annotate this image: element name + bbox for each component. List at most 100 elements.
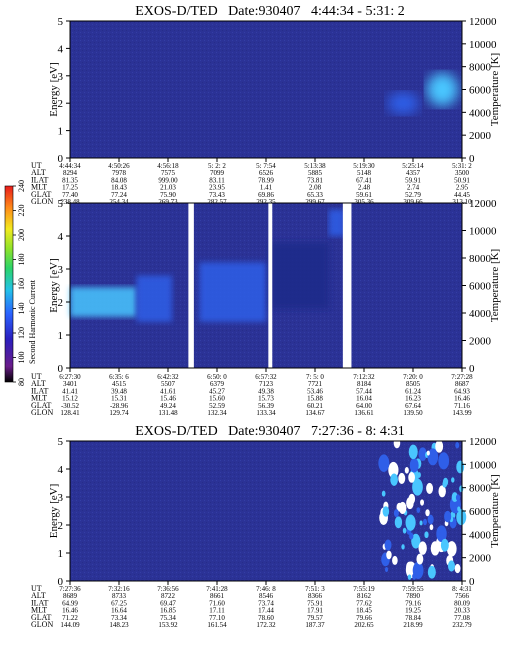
ephemeris-value: 69.47 [160, 599, 176, 607]
ephemeris-value: 77.08 [454, 614, 470, 622]
y-tick-label: 4 [58, 231, 64, 243]
colorbar: 240 220 200 180 160 140 120 100 80 Second Harmon… [4, 180, 37, 386]
intensity-patch [416, 507, 421, 514]
y2-tick-label: 10000 [469, 459, 497, 471]
ephemeris-value: 6:35: 6 [109, 373, 129, 381]
ephemeris-value: 6379 [210, 380, 225, 388]
y2-tick-label: 4000 [469, 529, 492, 541]
y2-tick-label: 4000 [469, 107, 492, 119]
ephemeris-value: 131.48 [158, 409, 178, 417]
energy-blob [426, 73, 459, 106]
intensity-patch [386, 550, 392, 560]
ephemeris-value: 5: 2: 2 [208, 162, 226, 170]
intensity-patch [381, 490, 386, 497]
ephemeris-value: 309.66 [403, 198, 423, 206]
colorbar-label: Second Harmonic Current [28, 279, 37, 364]
ephemeris-value: 7:59:55 [402, 585, 424, 593]
ephemeris-value: 69.86 [258, 191, 274, 199]
y2-tick-label: 10000 [469, 226, 497, 238]
ephemeris-value: 3500 [455, 169, 470, 177]
intensity-patch [423, 518, 427, 526]
y2-axis-label: Temperature [K] [489, 474, 501, 547]
intensity-patch [416, 553, 424, 565]
energy-band [328, 209, 345, 236]
ephemeris-value: -28.96 [110, 402, 129, 410]
ephemeris-value: 6526 [259, 169, 274, 177]
ephemeris-value: 4:44:34 [59, 162, 81, 170]
ephemeris-value: 7: 5: 0 [306, 373, 324, 381]
ephemeris-value: 218.99 [403, 621, 423, 629]
ephemeris-value: 73.74 [258, 599, 274, 607]
y-tick-label: 4 [58, 43, 64, 55]
intensity-patch [405, 514, 416, 531]
ephemeris-value: 5885 [308, 169, 323, 177]
y2-tick-label: 2000 [469, 553, 492, 565]
ephemeris-value: 143.99 [452, 409, 472, 417]
intensity-patch [394, 516, 403, 529]
data-gap [342, 203, 352, 368]
ephemeris-value: 2.08 [309, 184, 322, 192]
y-axis-label: Energy [eV] [48, 258, 60, 312]
intensity-patch [451, 492, 458, 503]
intensity-patch [388, 461, 399, 479]
ephemeris-value: 75.91 [307, 599, 323, 607]
ephemeris-value: 139.50 [403, 409, 423, 417]
ephemeris-row-label: GLAT [31, 401, 52, 410]
ephemeris-value: 71.16 [454, 402, 470, 410]
y2-tick-label: 2000 [469, 130, 492, 142]
y2-tick-label: 0 [469, 153, 475, 165]
panel-2: EXOS-D/TED Date:930407 6:27:30 - 7:27:28… [31, 198, 501, 417]
ephemeris-value: 16.23 [405, 395, 421, 403]
colorbar-tick-label: 180 [17, 254, 26, 266]
intensity-patch [398, 501, 407, 514]
intensity-patch [417, 472, 421, 478]
ephemeris-value: 2.95 [456, 184, 469, 192]
y-tick-label: 1 [58, 548, 64, 560]
ephemeris-value: 67.41 [356, 176, 372, 184]
ephemeris-value: 15.60 [209, 395, 225, 403]
ephemeris-value: 73.34 [111, 614, 127, 622]
ephemeris-value: 8505 [406, 380, 421, 388]
ephemeris-value: 83.11 [209, 176, 225, 184]
ephemeris-value: 148.23 [109, 621, 129, 629]
colorbar-tick-label: 100 [17, 352, 26, 364]
ephemeris-value: 8184 [357, 380, 372, 388]
y-tick-label: 3 [58, 492, 64, 504]
ephemeris-value: 2.48 [358, 184, 371, 192]
ephemeris-value: 7:32:16 [108, 585, 130, 593]
ephemeris-value: 292.35 [256, 198, 276, 206]
ephemeris-value: 7:12:32 [353, 373, 375, 381]
y-tick-label: 4 [58, 464, 64, 476]
ephemeris-value: 17.11 [209, 607, 225, 615]
intensity-patch [424, 531, 429, 539]
ephemeris-value: 64.99 [62, 599, 78, 607]
ephemeris-value: 45.27 [209, 387, 225, 395]
ephemeris-value: 7:41:28 [206, 585, 228, 593]
colorbar-tick-label: 160 [17, 278, 26, 290]
intensity-patch [419, 520, 423, 526]
y2-tick-label: 8000 [469, 483, 492, 495]
ephemeris-value: 57.44 [356, 387, 372, 395]
ephemeris-value: 8687 [455, 380, 470, 388]
ephemeris-value: 79.66 [356, 614, 372, 622]
ephemeris-value: 313.10 [452, 198, 472, 206]
ephemeris-value: 23.95 [209, 184, 225, 192]
ephemeris-value: 71.60 [209, 599, 225, 607]
intensity-patch [455, 442, 460, 449]
y2-tick-label: 2000 [469, 336, 492, 348]
y2-tick-label: 12000 [469, 436, 497, 448]
ephemeris-value: 2.74 [407, 184, 420, 192]
intensity-patch [457, 506, 461, 512]
ephemeris-value: 79.16 [405, 599, 421, 607]
colorbar-tick-label: 80 [17, 378, 26, 386]
intensity-patch [408, 444, 418, 460]
intensity-patch [429, 524, 434, 531]
colorbar-tick-label: 120 [17, 327, 26, 339]
y-tick-label: 2 [58, 297, 64, 309]
ephemeris-value: 79.57 [307, 614, 323, 622]
ephemeris-row-label: UT [31, 584, 42, 593]
y-tick-label: 1 [58, 330, 64, 342]
ephemeris-value: 17.91 [307, 607, 323, 615]
